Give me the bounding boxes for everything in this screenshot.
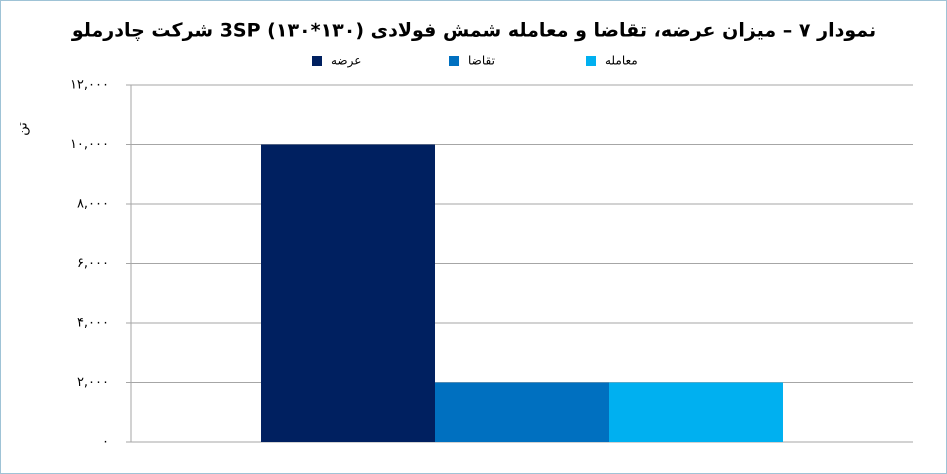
y-tick-label: ۴,۰۰۰ [77,316,109,331]
chart-title: نمودار ۷ – میزان عرضه، تقاضا و معامله شم… [71,20,876,42]
y-tick-label: ۱۲,۰۰۰ [70,78,109,93]
y-tick-label: ۱۰,۰۰۰ [70,137,109,152]
y-tick-label: ۲,۰۰۰ [77,375,109,390]
bar [435,382,609,442]
legend-swatch [586,56,596,66]
bar [608,382,783,442]
y-tick-label: ۶,۰۰۰ [77,256,109,271]
legend-swatch [312,56,322,66]
bar [261,144,436,442]
legend-swatch [449,56,459,66]
legend-label: تقاضا [468,54,495,68]
y-tick-label: ۰ [102,435,109,450]
legend-label: معامله [605,54,638,68]
y-tick-label: ۸,۰۰۰ [77,197,109,212]
y-axis-label: تن [16,122,31,136]
legend-label: عرضه [331,54,361,69]
